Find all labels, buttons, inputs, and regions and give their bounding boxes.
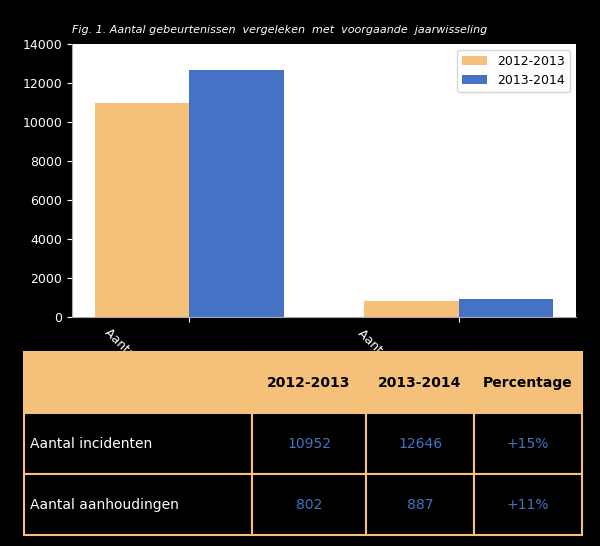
Text: +11%: +11% [507, 497, 549, 512]
Legend: 2012-2013, 2013-2014: 2012-2013, 2013-2014 [457, 50, 570, 92]
Text: Fig. 1. Aantal gebeurtenissen  vergeleken  met  voorgaande  jaarwisseling: Fig. 1. Aantal gebeurtenissen vergeleken… [72, 25, 487, 34]
Text: 887: 887 [407, 497, 433, 512]
Text: Aantal incidenten: Aantal incidenten [30, 437, 152, 450]
Text: 2013-2014: 2013-2014 [379, 376, 461, 390]
Bar [95, 103, 189, 317]
Text: Percentage: Percentage [483, 376, 573, 390]
Text: Aantal aanhoudingen: Aantal aanhoudingen [30, 497, 179, 512]
Text: 10952: 10952 [287, 437, 331, 450]
Bar [364, 301, 459, 317]
Text: 2012-2013: 2012-2013 [268, 376, 350, 390]
Text: 802: 802 [296, 497, 322, 512]
Text: 12646: 12646 [398, 437, 442, 450]
Bar [459, 299, 553, 317]
Bar [189, 70, 284, 317]
Text: +15%: +15% [507, 437, 549, 450]
